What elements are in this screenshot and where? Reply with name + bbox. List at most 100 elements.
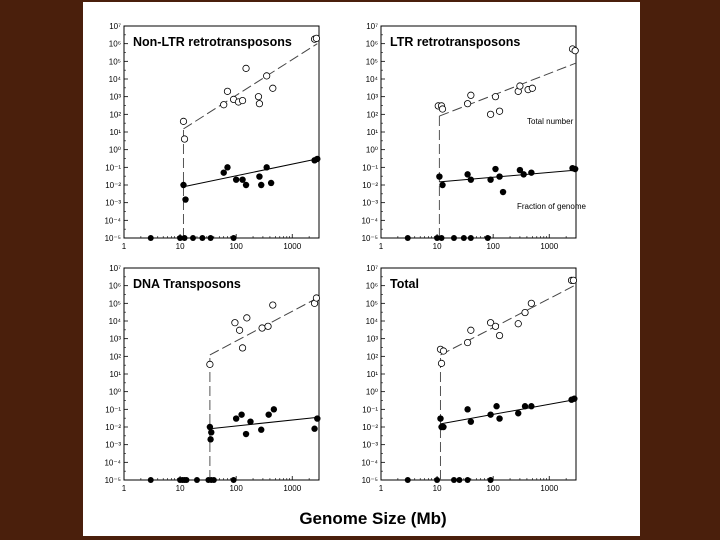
fraction-point (232, 176, 240, 183)
total-number-point (206, 360, 214, 368)
y-tick-label: 10¹ (366, 128, 378, 137)
fraction-point (487, 176, 494, 183)
y-tick-label: 10⁵ (366, 57, 378, 66)
y-tick-label: 10⁰ (366, 146, 378, 155)
zero-point (147, 477, 154, 483)
y-tick-label: 10⁶ (109, 40, 121, 49)
zero-point (460, 235, 467, 241)
x-tick-label: 1000 (283, 484, 301, 493)
x-tick-label: 100 (229, 484, 243, 493)
y-tick-label: 10⁷ (109, 264, 121, 273)
y-tick-label: 10⁻⁵ (105, 234, 121, 243)
total-number-point (254, 93, 263, 101)
fraction-point (464, 406, 471, 413)
total-number-point (571, 47, 579, 55)
fraction-point (270, 406, 278, 413)
annotation-fraction-of-genome: Fraction of genome (517, 202, 586, 211)
fraction-point (311, 425, 318, 432)
zero-point (467, 235, 474, 241)
panel-title: Non-LTR retrotransposons (133, 35, 292, 49)
y-tick-label: 10⁴ (366, 75, 379, 84)
total-number-point (569, 276, 578, 284)
annotation-total-number: Total number (527, 117, 574, 126)
y-tick-label: 10⁻³ (105, 441, 121, 450)
y-tick-label: 10² (109, 352, 121, 361)
x-tick-label: 10 (176, 484, 185, 493)
total-number-point (235, 326, 244, 334)
fraction-point (528, 403, 535, 410)
fraction-point (437, 415, 444, 422)
y-tick-label: 10⁵ (366, 299, 378, 308)
y-tick-label: 10⁻⁴ (361, 458, 378, 467)
total-number-point (438, 105, 447, 113)
fraction-point (314, 155, 321, 163)
y-tick-label: 10⁷ (366, 264, 378, 273)
x-tick-label: 10 (433, 242, 442, 251)
fraction-point (206, 423, 214, 431)
y-tick-label: 10⁵ (109, 299, 121, 308)
y-tick-label: 10⁰ (366, 388, 378, 397)
fraction-point (493, 403, 500, 410)
fraction-point (242, 181, 250, 189)
fraction-point (239, 176, 246, 183)
fraction-point (516, 166, 524, 174)
total-number-point (238, 344, 247, 352)
zero-point (190, 235, 197, 241)
x-tick-label: 1 (379, 242, 384, 251)
y-tick-label: 10⁶ (366, 282, 378, 291)
y-tick-label: 10⁷ (109, 22, 121, 31)
fraction-point (256, 173, 263, 180)
y-tick-label: 10⁻⁴ (104, 458, 121, 467)
total-number-point (223, 87, 232, 95)
total-number-point (516, 82, 524, 90)
zero-point (183, 477, 190, 483)
fraction-point (180, 181, 187, 189)
zero-point (230, 477, 237, 483)
fraction-point (492, 165, 499, 173)
fraction-point (464, 171, 471, 178)
fraction-point (499, 188, 507, 196)
total-number-point (269, 84, 277, 92)
total-number-point (179, 117, 188, 125)
zero-point (147, 235, 154, 241)
slide: 10⁻⁵ 10⁻⁴ 10⁻³ 10⁻² 10⁻¹ 10⁰ 10¹ 10² 10³ 10⁴ 10⁵ 10… (83, 2, 640, 536)
y-tick-label: 10⁶ (109, 282, 121, 291)
fraction-point (520, 171, 527, 178)
zero-point (193, 477, 200, 483)
y-tick-label: 10⁻⁵ (362, 234, 378, 243)
y-tick-label: 10³ (366, 335, 378, 344)
fraction-point (571, 395, 578, 402)
zero-point (456, 477, 463, 483)
total-number-point (220, 101, 228, 109)
panel-title: LTR retrotransposons (390, 35, 520, 49)
y-tick-label: 10⁻⁵ (362, 476, 378, 485)
total-number-point (486, 319, 495, 327)
x-tick-label: 1000 (283, 242, 301, 251)
fraction-point (515, 410, 522, 417)
zero-point (438, 235, 445, 241)
zero-point (210, 477, 217, 483)
y-tick-label: 10⁻² (362, 423, 378, 432)
y-tick-label: 10⁻³ (362, 441, 378, 450)
fraction-point (220, 169, 227, 176)
y-tick-label: 10⁻² (105, 423, 121, 432)
fraction-point (208, 429, 215, 436)
total-number-fit (439, 62, 577, 117)
total-number-point (264, 322, 272, 330)
panel-3: 10⁻⁵ 10⁻⁴ 10⁻³ 10⁻² 10⁻¹ 10⁰ 10¹ 10² 10³ 10⁴ 10⁵ 10… (104, 264, 321, 493)
fraction-point (439, 181, 446, 189)
y-tick-label: 10¹ (366, 370, 378, 379)
total-number-point (495, 331, 504, 340)
total-number-point (238, 96, 247, 105)
total-number-point (527, 299, 535, 307)
total-number-point (467, 91, 475, 99)
fraction-point (467, 418, 475, 425)
zero-point (230, 235, 237, 241)
x-tick-label: 1 (379, 484, 384, 493)
zero-point (177, 235, 184, 241)
panel-1: 10⁻⁵ 10⁻⁴ 10⁻³ 10⁻² 10⁻¹ 10⁰ 10¹ 10² 10³ 10⁴ 10⁵ 10… (104, 22, 321, 251)
y-tick-label: 10⁻² (105, 181, 121, 190)
x-tick-label: 1 (122, 484, 127, 493)
y-tick-label: 10¹ (109, 128, 121, 137)
fraction-point (496, 415, 503, 422)
